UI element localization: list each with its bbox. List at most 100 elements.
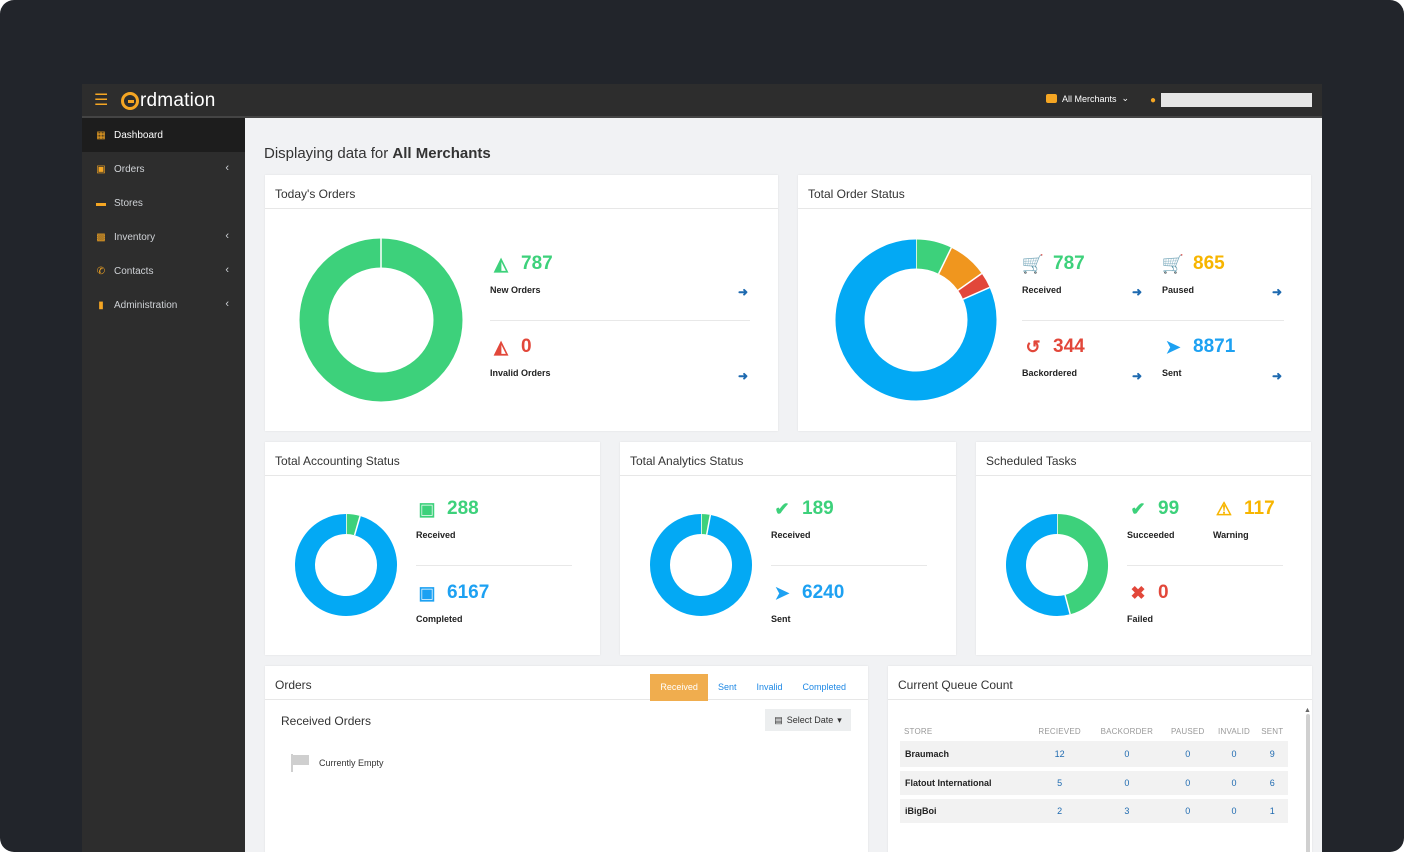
column-header[interactable]: STORE [904, 726, 933, 736]
succeeded-value: 99 [1158, 498, 1180, 519]
paused-cell[interactable]: 0 [1163, 769, 1212, 799]
accounting-received-label: Received [416, 530, 456, 540]
arrow-right-icon[interactable]: ➜ [1132, 285, 1143, 299]
arrow-right-icon[interactable]: ➜ [1272, 369, 1283, 383]
dashboard-icon: ▦ [96, 129, 106, 141]
sent-cell[interactable]: 1 [1256, 797, 1288, 827]
chevron-down-icon: ⌄ [1121, 93, 1130, 103]
queue-table: STORE RECIEVED BACKORDER PAUSED INVALID … [900, 721, 1288, 827]
donut-slice-new-orders[interactable] [299, 238, 463, 402]
analytics-sent-label: Sent [771, 614, 791, 624]
accounting-completed-label: Completed [416, 614, 463, 624]
received-cell[interactable]: 5 [1029, 769, 1090, 799]
tab-received[interactable]: Received [650, 674, 708, 701]
app-logo[interactable]: rdmation [121, 89, 216, 113]
sent-cell[interactable]: 9 [1256, 741, 1288, 771]
donut-slice-paused[interactable] [938, 247, 982, 291]
column-header[interactable]: BACKORDER [1100, 726, 1154, 736]
tab-completed[interactable]: Completed [802, 682, 846, 692]
accounting-received-value: 288 [447, 498, 479, 519]
app-window: ☰ rdmation All Merchants ⌄ ● ▦ Dashboard… [82, 84, 1322, 852]
donut-slice-sent[interactable] [650, 514, 752, 616]
received-value: 787 [1053, 253, 1085, 274]
logo-mark-icon [121, 92, 139, 110]
card-title: Total Analytics Status [620, 442, 956, 476]
user-menu[interactable]: ● [1150, 93, 1313, 107]
todays-orders-card: Today's Orders ◭ 787 New Orders ➜ ◭ 0 Inva… [265, 175, 778, 431]
donut-slice-completed[interactable] [295, 514, 397, 616]
column-header[interactable]: INVALID [1218, 726, 1250, 736]
analytics-status-card: Total Analytics Status ✔ 189 Received ➤ 62… [620, 442, 956, 655]
sidebar-item-label: Orders [114, 163, 145, 175]
merchant-selector[interactable]: All Merchants ⌄ [1046, 93, 1129, 104]
donut-slice-sent[interactable] [835, 239, 997, 401]
table-row[interactable]: Braumach 12 0 0 0 9 [900, 741, 1288, 771]
select-date-button[interactable]: ▤ Select Date ▾ [765, 709, 851, 731]
tab-invalid[interactable]: Invalid [756, 682, 783, 692]
donut-slice-received[interactable] [915, 239, 952, 275]
backorder-cell[interactable]: 0 [1089, 741, 1164, 771]
top-bar: ☰ rdmation All Merchants ⌄ ● [82, 84, 1322, 118]
total-order-status-card: Total Order Status 🛒 787 Received ➜ 🛒 865 … [798, 175, 1311, 431]
received-cell[interactable]: 2 [1029, 797, 1090, 827]
analytics-received-stat: ✔ 189 Received [771, 498, 834, 540]
scrollbar[interactable] [1306, 714, 1310, 852]
sidebar-item-dashboard[interactable]: ▦ Dashboard [82, 118, 245, 152]
table-row[interactable]: Flatout International 5 0 0 0 6 [900, 769, 1288, 799]
column-header[interactable]: RECIEVED [1038, 726, 1081, 736]
orders-tabs: Received Sent Invalid Completed [650, 674, 856, 701]
sidebar-item-orders[interactable]: ▣ Orders ‹ [82, 152, 245, 186]
sidebar-item-administration[interactable]: ▮ Administration ‹ [82, 288, 245, 322]
analytics-received-value: 189 [802, 498, 834, 519]
scroll-up-icon[interactable]: ▲ [1304, 707, 1311, 714]
sidebar-item-label: Stores [114, 197, 143, 209]
invalid-cell[interactable]: 0 [1211, 741, 1257, 771]
card-title: Today's Orders [265, 175, 778, 209]
new-orders-value: 787 [521, 253, 553, 274]
accounting-completed-value: 6167 [447, 582, 490, 603]
tab-sent[interactable]: Sent [717, 682, 737, 692]
donut-slice-received[interactable] [345, 514, 361, 536]
new-orders-stat: ◭ 787 New Orders [490, 253, 553, 295]
card-title: Total Order Status [798, 175, 1311, 209]
sidebar-item-inventory[interactable]: ▩ Inventory ‹ [82, 220, 245, 254]
invalid-cell[interactable]: 0 [1211, 797, 1257, 827]
hamburger-menu-icon[interactable]: ☰ [94, 92, 109, 109]
basket-icon: ◭ [494, 337, 508, 357]
donut-slice-backordered[interactable] [957, 273, 990, 300]
column-header[interactable]: PAUSED [1170, 726, 1205, 736]
divider [1127, 565, 1283, 566]
table-row[interactable]: iBigBoi 2 3 0 0 1 [900, 797, 1288, 827]
received-label: Received [1022, 285, 1062, 295]
paused-cell[interactable]: 0 [1163, 741, 1212, 771]
paused-cell[interactable]: 0 [1163, 797, 1212, 827]
backorder-cell[interactable]: 3 [1089, 797, 1164, 827]
accounting-received-stat: ▣ 288 Received [416, 498, 479, 540]
times-circle-icon: ✖ [1130, 583, 1146, 603]
invalid-cell[interactable]: 0 [1211, 769, 1257, 799]
accounting-donut [295, 514, 397, 616]
donut-slice-succeeded[interactable] [1056, 514, 1108, 615]
arrow-right-icon[interactable]: ➜ [738, 369, 749, 383]
card-title: Total Accounting Status [265, 442, 600, 476]
divider [416, 565, 572, 566]
store-cell: Braumach [900, 741, 1030, 771]
donut-slice-received[interactable] [700, 514, 711, 535]
column-header[interactable]: SENT [1261, 726, 1284, 736]
donut-separator [353, 515, 361, 536]
cart-plus-icon: 🛒 [1021, 254, 1045, 274]
arrow-right-icon[interactable]: ➜ [1132, 369, 1143, 383]
caret-down-icon: ▾ [837, 714, 842, 725]
donut-slice-warning[interactable] [1006, 514, 1071, 616]
backorder-cell[interactable]: 0 [1089, 769, 1164, 799]
sent-cell[interactable]: 6 [1256, 769, 1288, 799]
arrow-right-icon[interactable]: ➜ [1272, 285, 1283, 299]
received-cell[interactable]: 12 [1029, 741, 1090, 771]
sidebar-item-contacts[interactable]: ✆ Contacts ‹ [82, 254, 245, 288]
sidebar-item-stores[interactable]: ▬ Stores [82, 186, 245, 220]
arrow-right-icon[interactable]: ➜ [738, 285, 749, 299]
sidebar-item-label: Administration [114, 299, 178, 311]
sent-stat: ➤ 8871 Sent [1162, 336, 1235, 378]
store-cell: Flatout International [900, 769, 1030, 799]
